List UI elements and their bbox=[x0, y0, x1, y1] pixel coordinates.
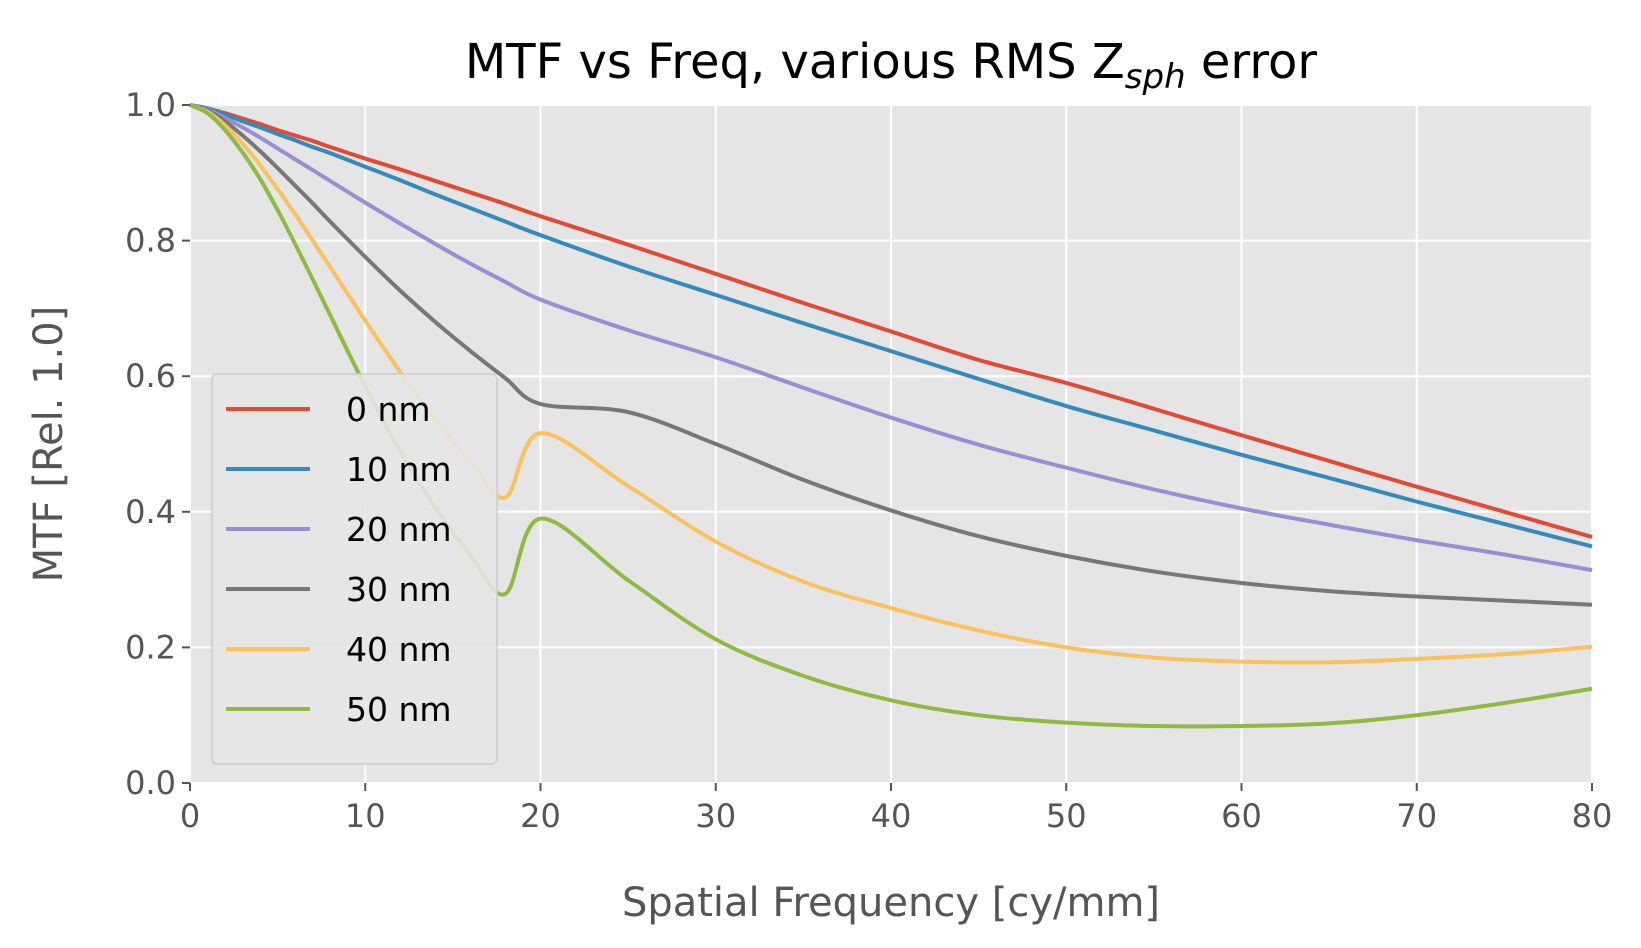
chart-title-main: MTF vs Freq, various RMS Z bbox=[465, 34, 1125, 90]
x-tick-label: 70 bbox=[1396, 797, 1437, 835]
legend-label-50-nm: 50 nm bbox=[346, 690, 452, 729]
legend-label-30-nm: 30 nm bbox=[346, 570, 452, 609]
y-axis-label: MTF [Rel. 1.0] bbox=[26, 306, 72, 583]
legend-items: 0 nm 10 nm 20 nm 30 nm 40 nm 50 nm bbox=[226, 390, 452, 729]
series-line-50-nm bbox=[189, 103, 1593, 729]
chart-title-suffix: error bbox=[1186, 34, 1318, 90]
y-tick-label: 0.6 bbox=[125, 357, 176, 395]
x-tick-label: 30 bbox=[695, 797, 736, 835]
y-tick-label: 0.2 bbox=[125, 628, 176, 666]
legend-label-40-nm: 40 nm bbox=[346, 630, 452, 669]
y-tick-label: 0.8 bbox=[125, 222, 176, 260]
x-tick-label: 80 bbox=[1572, 797, 1613, 835]
legend-label-10-nm: 10 nm bbox=[346, 450, 452, 489]
legend-label-0-nm: 0 nm bbox=[346, 390, 431, 429]
legend-label-20-nm: 20 nm bbox=[346, 510, 452, 549]
series-line-0-nm bbox=[189, 103, 1593, 539]
series-line-30-nm bbox=[189, 103, 1593, 607]
y-tick-label: 0.4 bbox=[125, 493, 176, 531]
x-tick-label: 20 bbox=[520, 797, 561, 835]
x-tick-label: 50 bbox=[1046, 797, 1087, 835]
y-tick-label: 0.0 bbox=[125, 764, 176, 802]
x-tick-label: 60 bbox=[1221, 797, 1262, 835]
chart-title: MTF vs Freq, various RMS Zsph error bbox=[465, 34, 1317, 97]
series-line-20-nm bbox=[189, 103, 1593, 573]
legend-box bbox=[211, 373, 498, 765]
series-line-40-nm bbox=[189, 103, 1593, 665]
axis-ticks: 0 10 20 30 40 50 60 70 80 0.0 0.2 0.4 0.6 0.8 1.0 bbox=[125, 86, 1612, 835]
x-axis-label: Spatial Frequency [cy/mm] bbox=[622, 880, 1160, 926]
legend: 0 nm 10 nm 20 nm 30 nm 40 nm 50 nm bbox=[211, 373, 498, 765]
x-tick-label: 0 bbox=[180, 797, 200, 835]
series-lines bbox=[189, 103, 1593, 729]
series-line-10-nm bbox=[189, 103, 1593, 549]
chart-title-subscript: sph bbox=[1125, 57, 1186, 97]
x-tick-label: 40 bbox=[871, 797, 912, 835]
x-tick-label: 10 bbox=[345, 797, 386, 835]
y-tick-label: 1.0 bbox=[125, 86, 176, 124]
